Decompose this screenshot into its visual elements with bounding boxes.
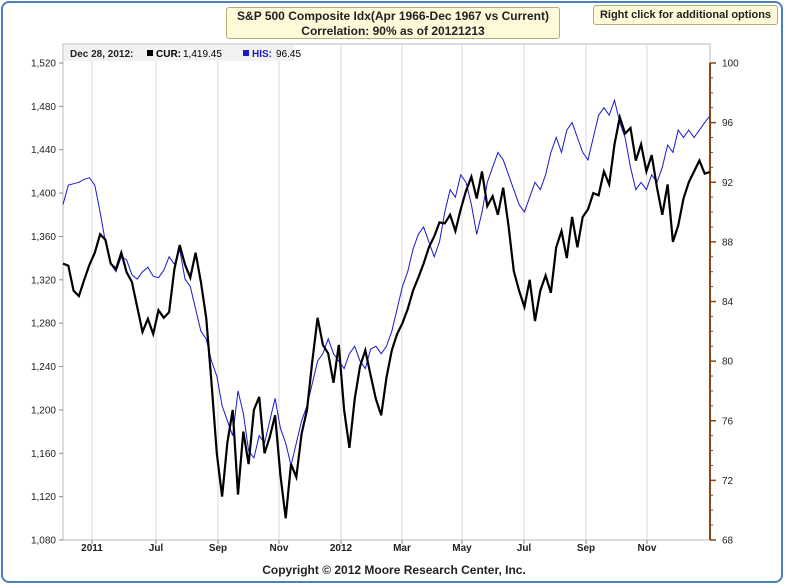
options-button[interactable]: Right click for additional options — [593, 5, 778, 25]
x-tick-label: Nov — [638, 543, 657, 554]
chart-svg[interactable]: 1,080 1,120 1,160 1,200 1,240 1,280 1,320 1,360… — [0, 0, 788, 560]
y-left-tick-label: 1,200 — [31, 405, 56, 416]
y-left-tick-label: 1,160 — [31, 449, 56, 460]
series-his-line — [62, 98, 711, 466]
y-left-tick-label: 1,520 — [31, 59, 56, 70]
cur-readout-value: 1,419.45 — [183, 49, 222, 60]
y-left-tick-label: 1,440 — [31, 145, 56, 156]
y-right-tick-label: 80 — [722, 357, 734, 368]
y-right-tick-label: 84 — [722, 297, 734, 308]
y-right-tick-label: 72 — [722, 476, 734, 487]
y-right-tick-label: 68 — [722, 536, 734, 547]
y-left-tick-label: 1,400 — [31, 189, 56, 200]
x-tick-label: Sep — [209, 543, 227, 554]
chart-title: S&P 500 Composite Idx(Apr 1966-Dec 1967 … — [237, 9, 549, 23]
x-tick-label: 2011 — [81, 543, 103, 554]
chart-subtitle: Correlation: 90% as of 20121213 — [301, 24, 485, 38]
cur-legend-swatch — [147, 50, 153, 56]
y-left-tick-label: 1,240 — [31, 362, 56, 373]
readout-bar: Dec 28, 2012: CUR: 1,419.45 HIS: 96.45 — [64, 45, 301, 61]
y-left-tick-label: 1,480 — [31, 102, 56, 113]
y-left-tick-label: 1,280 — [31, 319, 56, 330]
y-right-tick-label: 96 — [722, 118, 734, 129]
y-left-tick-label: 1,320 — [31, 275, 56, 286]
plot-area — [62, 43, 711, 541]
y-right-tick-label: 88 — [722, 237, 734, 248]
cur-legend-label: CUR: — [156, 49, 181, 60]
y-right-tick-label: 92 — [722, 178, 734, 189]
x-tick-label: Jul — [149, 543, 164, 554]
copyright: Copyright © 2012 Moore Research Center, … — [262, 563, 526, 577]
readout-date: Dec 28, 2012: — [70, 49, 133, 60]
x-tick-label: 2012 — [330, 543, 353, 554]
series-cur-line — [62, 112, 711, 519]
y-right-tick-label: 100 — [722, 59, 739, 70]
his-legend-swatch — [243, 50, 249, 56]
his-legend-label: HIS: — [252, 49, 272, 60]
chart-title-box: S&P 500 Composite Idx(Apr 1966-Dec 1967 … — [226, 7, 560, 39]
y-left-tick-label: 1,120 — [31, 492, 56, 503]
y-right-tick-label: 76 — [722, 416, 734, 427]
x-tick-label: Nov — [270, 543, 289, 554]
x-tick-label: Sep — [577, 543, 595, 554]
x-tick-label: Jul — [517, 543, 532, 554]
x-tick-label: May — [452, 543, 472, 554]
his-readout-value: 96.45 — [276, 49, 301, 60]
x-tick-label: Mar — [393, 543, 411, 554]
y-left-tick-label: 1,080 — [31, 536, 56, 547]
y-left-tick-label: 1,360 — [31, 232, 56, 243]
